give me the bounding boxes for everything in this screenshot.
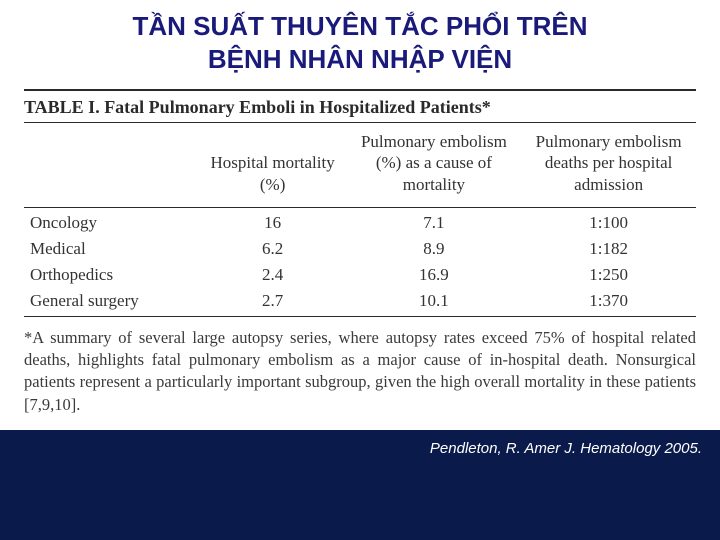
slide-title-line2: BỆNH NHÂN NHẬP VIỆN: [208, 44, 512, 74]
cell-value: 1:250: [521, 262, 696, 288]
table-row: General surgery 2.7 10.1 1:370: [24, 288, 696, 314]
cell-value: 16.9: [347, 262, 522, 288]
rule-bottom: [24, 316, 696, 317]
col-header-rowhead: [24, 125, 199, 205]
row-label: Medical: [24, 236, 199, 262]
row-label: General surgery: [24, 288, 199, 314]
slide-title-line1: TẦN SUẤT THUYÊN TẮC PHỔI TRÊN: [133, 11, 588, 41]
cell-value: 2.7: [199, 288, 347, 314]
table-footnote: *A summary of several large autopsy seri…: [24, 327, 696, 416]
rule-top: [24, 122, 696, 123]
cell-value: 8.9: [347, 236, 522, 262]
cell-value: 1:100: [521, 210, 696, 236]
row-label: Orthopedics: [24, 262, 199, 288]
cell-value: 1:182: [521, 236, 696, 262]
col-header-pe-per-admission: Pulmonary embolism deaths per hospital a…: [521, 125, 696, 205]
citation: Pendleton, R. Amer J. Hematology 2005.: [0, 430, 720, 457]
col-header-mortality: Hospital mortality (%): [199, 125, 347, 205]
table-row: Oncology 16 7.1 1:100: [24, 210, 696, 236]
cell-value: 10.1: [347, 288, 522, 314]
slide-title: TẦN SUẤT THUYÊN TẮC PHỔI TRÊN BỆNH NHÂN …: [0, 0, 720, 83]
table-row: Orthopedics 2.4 16.9 1:250: [24, 262, 696, 288]
table-row: Medical 6.2 8.9 1:182: [24, 236, 696, 262]
cell-value: 16: [199, 210, 347, 236]
cell-value: 2.4: [199, 262, 347, 288]
rule-header: [24, 207, 696, 208]
table-caption: TABLE I. Fatal Pulmonary Emboli in Hospi…: [24, 89, 696, 118]
cell-value: 6.2: [199, 236, 347, 262]
row-label: Oncology: [24, 210, 199, 236]
data-table: Hospital mortality (%) Pulmonary embolis…: [24, 125, 696, 319]
cell-value: 7.1: [347, 210, 522, 236]
col-header-pe-cause: Pulmonary embolism (%) as a cause of mor…: [347, 125, 522, 205]
table-header-row: Hospital mortality (%) Pulmonary embolis…: [24, 125, 696, 205]
table-panel: TABLE I. Fatal Pulmonary Emboli in Hospi…: [0, 83, 720, 430]
cell-value: 1:370: [521, 288, 696, 314]
